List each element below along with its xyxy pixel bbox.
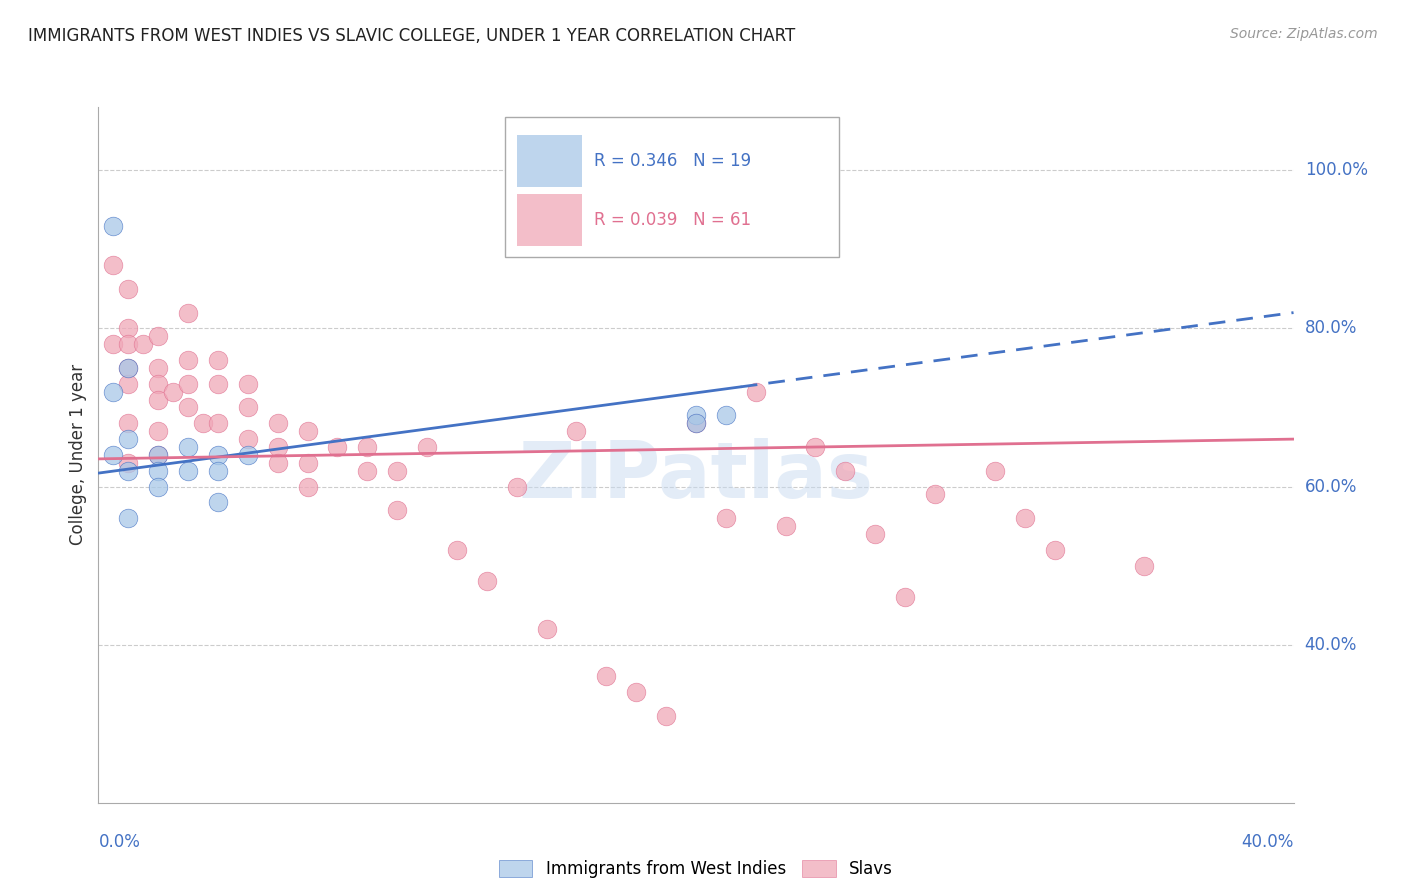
Point [117,511,139,525]
Point [297,479,319,493]
Text: R = 0.039   N = 61: R = 0.039 N = 61 [595,211,752,229]
Point [745,384,768,399]
Point [117,464,139,478]
Point [1043,542,1066,557]
Point [714,511,737,525]
Point [655,708,678,723]
FancyBboxPatch shape [517,135,582,187]
Text: 60.0%: 60.0% [1305,477,1357,496]
Point [506,479,529,493]
Point [236,448,259,462]
Point [148,448,170,462]
Point [148,376,170,391]
Point [714,409,737,423]
Point [103,448,125,462]
Point [132,337,155,351]
Point [177,464,200,478]
Point [207,417,229,431]
Y-axis label: College, Under 1 year: College, Under 1 year [69,364,87,546]
Point [148,392,170,407]
Text: Source: ZipAtlas.com: Source: ZipAtlas.com [1230,27,1378,41]
Point [148,361,170,376]
Point [117,282,139,296]
Text: ZIPatlas: ZIPatlas [519,438,873,514]
Point [326,440,349,454]
Point [775,519,797,533]
Point [446,542,468,557]
Point [103,219,125,233]
Point [565,424,588,438]
Text: IMMIGRANTS FROM WEST INDIES VS SLAVIC COLLEGE, UNDER 1 YEAR CORRELATION CHART: IMMIGRANTS FROM WEST INDIES VS SLAVIC CO… [28,27,796,45]
Text: 80.0%: 80.0% [1305,319,1357,337]
Point [804,440,827,454]
Point [385,464,409,478]
Point [536,622,558,636]
Point [103,337,125,351]
Point [148,479,170,493]
Point [103,258,125,272]
Point [267,456,290,470]
Point [865,527,887,541]
Point [148,464,170,478]
Point [834,464,856,478]
Text: 40.0%: 40.0% [1241,833,1294,851]
Point [117,376,139,391]
Point [117,361,139,376]
Point [267,440,290,454]
Text: 100.0%: 100.0% [1305,161,1368,179]
Point [207,464,229,478]
Point [177,440,200,454]
Point [117,337,139,351]
Point [595,669,617,683]
Text: 40.0%: 40.0% [1305,636,1357,654]
Point [1133,558,1156,573]
Point [117,361,139,376]
Point [267,417,290,431]
Point [385,503,409,517]
Point [117,417,139,431]
Point [177,401,200,415]
Point [983,464,1005,478]
Point [924,487,946,501]
Point [1014,511,1036,525]
Point [207,353,229,368]
Point [685,417,707,431]
Point [207,376,229,391]
Point [117,321,139,335]
Point [236,432,259,446]
Point [103,384,125,399]
Point [148,424,170,438]
Point [236,376,259,391]
FancyBboxPatch shape [517,194,582,246]
Point [685,409,707,423]
Point [177,353,200,368]
Point [685,417,707,431]
Point [894,591,917,605]
Legend: Immigrants from West Indies, Slavs: Immigrants from West Indies, Slavs [492,854,900,885]
Point [191,417,214,431]
Point [624,685,647,699]
Point [177,305,200,319]
Point [148,329,170,343]
Point [162,384,184,399]
Point [475,574,498,589]
Point [117,456,139,470]
Point [297,424,319,438]
Point [148,448,170,462]
Point [416,440,439,454]
Point [356,464,378,478]
Text: 0.0%: 0.0% [98,833,141,851]
Point [177,376,200,391]
Point [117,432,139,446]
Point [297,456,319,470]
Point [207,448,229,462]
Text: R = 0.346   N = 19: R = 0.346 N = 19 [595,152,752,169]
Point [356,440,378,454]
FancyBboxPatch shape [505,118,839,257]
Point [236,401,259,415]
Point [207,495,229,509]
